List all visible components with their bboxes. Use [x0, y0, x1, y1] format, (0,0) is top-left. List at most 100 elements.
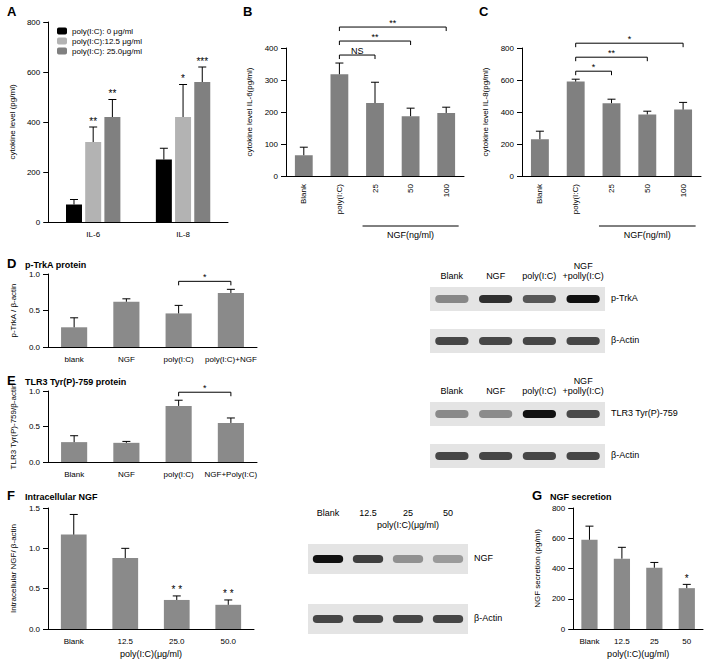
svg-text:*: * [203, 383, 207, 393]
svg-text:IL-6: IL-6 [86, 230, 100, 239]
svg-text:Blank: Blank [579, 637, 600, 646]
svg-text:200: 200 [552, 594, 566, 603]
svg-text:**: ** [608, 48, 616, 58]
svg-text:300: 300 [265, 76, 279, 85]
svg-text:0: 0 [36, 218, 41, 227]
svg-text:1.0: 1.0 [29, 544, 41, 553]
svg-text:β-Actin: β-Actin [611, 335, 639, 345]
svg-text:800: 800 [552, 504, 566, 513]
svg-text:β-Actin: β-Actin [474, 613, 502, 623]
svg-text:0.5: 0.5 [29, 306, 41, 315]
svg-text:25.0: 25.0 [169, 637, 185, 646]
svg-text:p-TrkA protein: p-TrkA protein [25, 260, 86, 270]
svg-text:0.0: 0.0 [29, 625, 41, 634]
svg-text:Blank: Blank [535, 183, 544, 204]
svg-text:12.5: 12.5 [117, 637, 133, 646]
svg-text:poly(I:C): poly(I:C) [522, 386, 556, 396]
svg-text:* *: * * [223, 588, 234, 599]
svg-text:12.5: 12.5 [614, 637, 630, 646]
svg-text:**: ** [89, 116, 97, 127]
svg-text:12.5: 12.5 [359, 508, 377, 518]
svg-text:0.5: 0.5 [29, 584, 41, 593]
svg-text:400: 400 [265, 44, 279, 53]
svg-text:**: ** [108, 88, 116, 99]
svg-text:200: 200 [27, 168, 41, 177]
svg-text:NGF+Poly(I:C): NGF+Poly(I:C) [205, 470, 258, 479]
svg-text:F: F [7, 488, 15, 503]
svg-text:*: * [685, 573, 689, 584]
svg-text:blank: blank [65, 355, 85, 364]
svg-text:Blank: Blank [299, 183, 308, 204]
svg-text:NGF: NGF [118, 470, 135, 479]
svg-text:25: 25 [650, 637, 659, 646]
svg-text:1.0: 1.0 [29, 387, 41, 396]
svg-text:poly(I:C)+NGF: poly(I:C)+NGF [205, 355, 257, 364]
svg-text:NGF: NGF [574, 376, 594, 386]
svg-text:+polly(I:C): +polly(I:C) [562, 386, 603, 396]
svg-text:25: 25 [371, 183, 380, 192]
svg-text:0.0: 0.0 [29, 458, 41, 467]
svg-text:0.0: 0.0 [29, 343, 41, 352]
svg-text:poly(I:C): poly(I:C) [164, 470, 195, 479]
svg-text:1.5: 1.5 [29, 504, 41, 513]
svg-text:600: 600 [27, 68, 41, 77]
svg-text:200: 200 [265, 108, 279, 117]
svg-text:poly(I:C): poly(I:C) [164, 355, 195, 364]
svg-text:G: G [532, 488, 542, 503]
svg-text:***: *** [196, 56, 208, 67]
svg-text:50: 50 [406, 183, 415, 192]
svg-text:A: A [7, 4, 17, 19]
svg-text:cytokine level IL-8(pg/ml): cytokine level IL-8(pg/ml) [481, 67, 490, 156]
svg-text:*: * [181, 73, 185, 84]
svg-text:* *: * * [171, 584, 182, 595]
svg-text:+polly(I:C): +polly(I:C) [562, 271, 603, 281]
svg-text:C: C [479, 4, 489, 19]
svg-text:cytokine level IL-6(pg/ml): cytokine level IL-6(pg/ml) [245, 67, 254, 156]
svg-text:D: D [7, 256, 16, 271]
svg-text:poly(I:C):12.5 μg/ml: poly(I:C):12.5 μg/ml [72, 37, 142, 46]
svg-text:p-TrkA: p-TrkA [611, 293, 638, 303]
svg-text:50.0: 50.0 [220, 637, 236, 646]
svg-text:Blank: Blank [317, 508, 340, 518]
svg-text:poly(I:C)(μg/ml): poly(I:C)(μg/ml) [377, 520, 439, 530]
svg-text:NGF secretion (pg/ml): NGF secretion (pg/ml) [533, 529, 542, 608]
svg-text:NGF: NGF [486, 386, 506, 396]
svg-text:Blank: Blank [441, 271, 464, 281]
svg-text:25: 25 [403, 508, 413, 518]
svg-text:800: 800 [27, 18, 41, 27]
svg-text:0: 0 [274, 172, 279, 181]
svg-text:TLR3 Tyr(P)-759: TLR3 Tyr(P)-759 [611, 408, 678, 418]
svg-text:poly(I:C): poly(I:C) [571, 184, 580, 215]
svg-text:50: 50 [443, 508, 453, 518]
svg-text:p-TrkA / β-actin: p-TrkA / β-actin [9, 283, 18, 337]
svg-text:poly(I:C)(ug/ml): poly(I:C)(ug/ml) [607, 649, 669, 659]
svg-text:TLR3 Tyr(P)-759 protein: TLR3 Tyr(P)-759 protein [25, 377, 126, 387]
svg-text:TLR3 Tyr(P)-759/β-actin: TLR3 Tyr(P)-759/β-actin [9, 384, 18, 470]
svg-text:IL-8: IL-8 [176, 230, 190, 239]
svg-text:poly(I:C): 0 μg/ml: poly(I:C): 0 μg/ml [72, 27, 133, 36]
svg-text:Blank: Blank [64, 637, 85, 646]
svg-text:Blank: Blank [64, 470, 85, 479]
svg-text:Intracellular NGF: Intracellular NGF [25, 492, 98, 502]
svg-text:NGF: NGF [118, 355, 135, 364]
svg-text:B: B [243, 4, 252, 19]
svg-text:E: E [7, 373, 16, 388]
svg-text:400: 400 [27, 118, 41, 127]
svg-text:600: 600 [501, 76, 515, 85]
svg-text:NGF: NGF [474, 553, 494, 563]
svg-text:poly(I:C): poly(I:C) [522, 271, 556, 281]
svg-text:poly(I:C)(μg/ml): poly(I:C)(μg/ml) [120, 649, 182, 659]
svg-text:0.5: 0.5 [29, 422, 41, 431]
svg-text:600: 600 [552, 534, 566, 543]
svg-text:Blank: Blank [441, 386, 464, 396]
svg-text:Intracellular NGF/ β-actin: Intracellular NGF/ β-actin [9, 524, 18, 613]
svg-text:50: 50 [643, 183, 652, 192]
svg-text:NGF secretion: NGF secretion [550, 492, 612, 502]
svg-text:NGF: NGF [574, 261, 594, 271]
svg-text:200: 200 [501, 140, 515, 149]
svg-text:β-Actin: β-Actin [611, 450, 639, 460]
svg-text:NGF(ng/ml): NGF(ng/ml) [624, 230, 671, 240]
svg-text:800: 800 [501, 44, 515, 53]
svg-text:400: 400 [552, 564, 566, 573]
svg-text:*: * [628, 34, 632, 44]
